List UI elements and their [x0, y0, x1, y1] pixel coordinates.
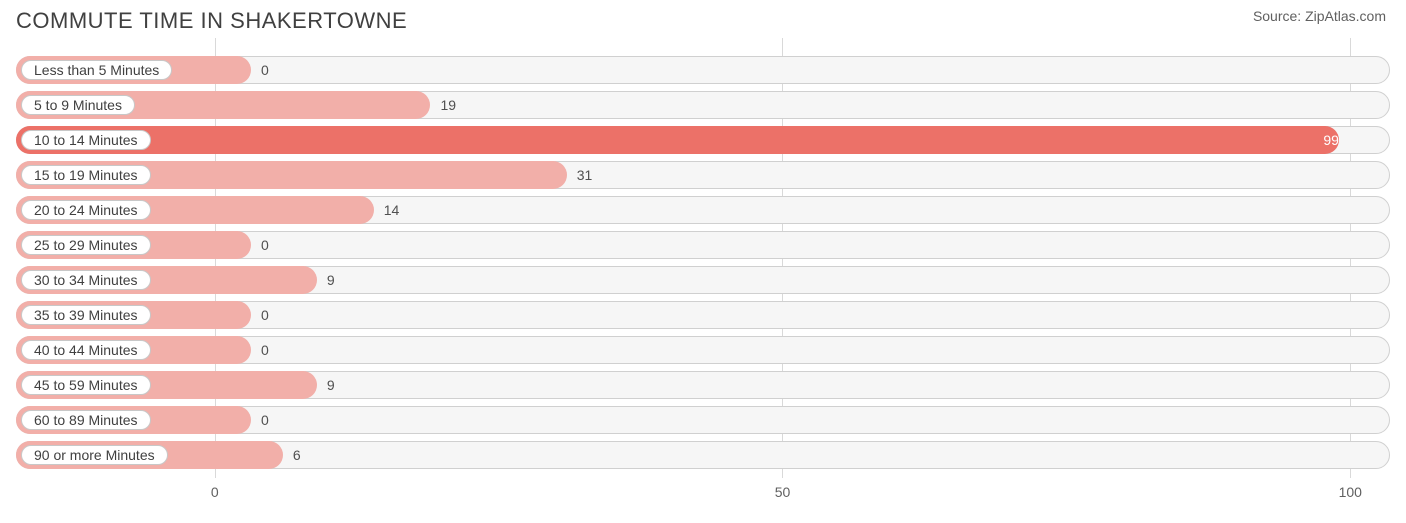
chart-title: COMMUTE TIME IN SHAKERTOWNE: [16, 8, 407, 34]
bar-value-label: 99: [16, 126, 1339, 154]
x-axis: 0 50 100: [16, 478, 1390, 508]
bar-value-label: 9: [327, 371, 335, 399]
bar-row: 90 or more Minutes 6: [16, 441, 1390, 469]
chart-area: Less than 5 Minutes 0 5 to 9 Minutes 19 10 t…: [0, 38, 1406, 478]
bar-value-label: 0: [261, 336, 269, 364]
bar-category-pill: 25 to 29 Minutes: [21, 235, 151, 255]
bar-row: 45 to 59 Minutes 9: [16, 371, 1390, 399]
chart-header: COMMUTE TIME IN SHAKERTOWNE Source: ZipA…: [0, 0, 1406, 38]
bar-value-label: 14: [384, 196, 400, 224]
bar-row: 35 to 39 Minutes 0: [16, 301, 1390, 329]
x-axis-tick-label: 100: [1339, 484, 1362, 500]
bar-row: 5 to 9 Minutes 19: [16, 91, 1390, 119]
chart-source: Source: ZipAtlas.com: [1253, 8, 1386, 24]
bar-category-pill: 20 to 24 Minutes: [21, 200, 151, 220]
chart-plot: Less than 5 Minutes 0 5 to 9 Minutes 19 10 t…: [16, 38, 1390, 478]
x-axis-tick-label: 50: [775, 484, 791, 500]
bar-category-pill: 5 to 9 Minutes: [21, 95, 135, 115]
bar-category-pill: 15 to 19 Minutes: [21, 165, 151, 185]
bar-category-pill: Less than 5 Minutes: [21, 60, 172, 80]
x-axis-tick-label: 0: [211, 484, 219, 500]
bar-value-label: 9: [327, 266, 335, 294]
bar-row: 40 to 44 Minutes 0: [16, 336, 1390, 364]
bar-row: 20 to 24 Minutes 14: [16, 196, 1390, 224]
bar-row: 25 to 29 Minutes 0: [16, 231, 1390, 259]
bar-category-pill: 60 to 89 Minutes: [21, 410, 151, 430]
bar-value-label: 19: [440, 91, 456, 119]
bar-row: 30 to 34 Minutes 9: [16, 266, 1390, 294]
bar-value-label: 0: [261, 56, 269, 84]
bar-category-pill: 30 to 34 Minutes: [21, 270, 151, 290]
bar-value-label: 0: [261, 301, 269, 329]
bar-value-label: 31: [577, 161, 593, 189]
chart-bars-container: Less than 5 Minutes 0 5 to 9 Minutes 19 10 t…: [16, 56, 1390, 469]
bar-category-pill: 90 or more Minutes: [21, 445, 168, 465]
bar-row: 15 to 19 Minutes 31: [16, 161, 1390, 189]
bar-category-pill: 35 to 39 Minutes: [21, 305, 151, 325]
bar-category-pill: 45 to 59 Minutes: [21, 375, 151, 395]
bar-value-label: 0: [261, 231, 269, 259]
bar-row: 60 to 89 Minutes 0: [16, 406, 1390, 434]
bar-row: 10 to 14 Minutes99: [16, 126, 1390, 154]
bar-value-label: 6: [293, 441, 301, 469]
bar-category-pill: 40 to 44 Minutes: [21, 340, 151, 360]
bar-row: Less than 5 Minutes 0: [16, 56, 1390, 84]
bar-value-label: 0: [261, 406, 269, 434]
